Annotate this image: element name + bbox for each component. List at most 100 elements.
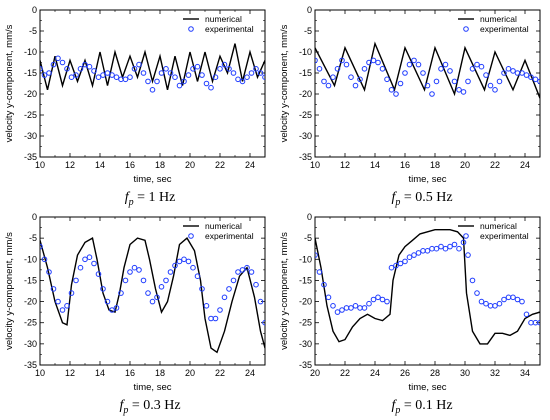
legend-label: numerical	[205, 221, 242, 231]
series-point-experimental	[82, 61, 88, 68]
series-point-experimental	[239, 78, 246, 85]
series-point-experimental	[487, 303, 494, 309]
legend-label: numerical	[480, 14, 517, 24]
series-point-experimental	[510, 68, 516, 74]
caption-value: = 0.5 Hz	[400, 190, 453, 205]
series-point-experimental	[330, 74, 336, 80]
y-axis-label: velocity y-component, mm/s	[279, 232, 290, 350]
x-tick-label: 22	[340, 368, 350, 378]
series-point-experimental	[46, 70, 52, 76]
series-point-experimental	[122, 76, 129, 83]
y-tick-label: -15	[299, 275, 312, 285]
series-point-experimental	[406, 61, 413, 68]
series-point-experimental	[181, 256, 187, 263]
series-point-experimental	[262, 319, 265, 326]
series-point-experimental	[474, 61, 480, 68]
series-point-experimental	[158, 284, 165, 290]
series-line-numerical	[315, 228, 540, 345]
y-tick-label: -25	[24, 110, 37, 120]
x-tick-label: 20	[185, 368, 195, 378]
series-point-experimental	[492, 303, 498, 309]
series-point-experimental	[50, 61, 57, 68]
series-point-experimental	[352, 82, 359, 89]
series-point-experimental	[230, 70, 237, 76]
series-point-experimental	[433, 78, 440, 85]
series-point-experimental	[86, 254, 93, 261]
series-point-experimental	[465, 78, 471, 85]
series-point-experimental	[248, 269, 255, 275]
series-point-experimental	[424, 82, 431, 89]
x-tick-label: 24	[370, 368, 380, 378]
series-point-experimental	[370, 57, 377, 64]
series-point-experimental	[235, 269, 241, 275]
series-point-experimental	[361, 305, 368, 311]
x-axis-label: time, sec	[408, 174, 446, 185]
series-point-experimental	[55, 55, 61, 62]
series-point-experimental	[528, 319, 534, 326]
caption-subscript: p	[128, 196, 134, 208]
series-point-experimental	[86, 63, 93, 70]
caption-panel-4: fp = 0.1 Hz	[391, 398, 452, 416]
series-point-experimental	[492, 87, 498, 93]
series-point-experimental	[366, 300, 372, 307]
caption-subscript: p	[123, 404, 129, 416]
series-point-experimental	[136, 267, 142, 273]
series-point-experimental	[393, 91, 399, 97]
series-point-experimental	[82, 256, 88, 263]
x-tick-label: 34	[520, 368, 530, 378]
x-tick-label: 20	[185, 160, 195, 170]
series-point-experimental	[483, 72, 489, 78]
series-point-experimental	[415, 250, 422, 256]
x-tick-label: 10	[310, 160, 320, 170]
caption-subscript: p	[395, 196, 401, 208]
series-point-experimental	[55, 298, 61, 305]
series-point-experimental	[330, 303, 336, 309]
y-tick-label: 0	[307, 5, 312, 15]
series-point-experimental	[158, 70, 165, 76]
series-point-experimental	[483, 300, 489, 307]
series-point-experimental	[315, 252, 318, 258]
series-point-experimental	[402, 70, 408, 76]
series-point-experimental	[217, 66, 223, 72]
x-tick-label: 16	[125, 160, 135, 170]
y-tick-label: -10	[299, 254, 312, 264]
series-point-experimental	[469, 277, 476, 284]
series-point-experimental	[469, 66, 476, 72]
y-tick-label: -15	[299, 68, 312, 78]
series-point-experimental	[46, 269, 52, 275]
series-point-experimental	[118, 290, 124, 296]
y-tick-label: -35	[24, 360, 37, 370]
series-point-experimental	[212, 315, 219, 322]
series-point-experimental	[176, 82, 183, 89]
series-point-experimental	[510, 294, 516, 301]
series-point-experimental	[402, 258, 408, 265]
series-point-experimental	[167, 269, 174, 275]
y-tick-label: -25	[299, 110, 312, 120]
series-point-experimental	[248, 70, 255, 76]
legend-label: numerical	[480, 221, 517, 231]
caption-subscript: p	[395, 404, 401, 416]
series-point-experimental	[127, 74, 133, 80]
x-tick-label: 24	[245, 368, 255, 378]
series-point-experimental	[357, 76, 363, 83]
series-point-experimental	[203, 80, 210, 87]
series-point-experimental	[321, 78, 327, 85]
series-point-experimental	[388, 264, 395, 271]
series-point-experimental	[127, 269, 133, 275]
series-point-experimental	[442, 245, 449, 252]
series-point-experimental	[514, 296, 521, 303]
series-point-experimental	[442, 61, 449, 68]
caption-panel-2: fp = 0.5 Hz	[391, 190, 452, 208]
series-point-experimental	[104, 70, 111, 76]
series-point-experimental	[501, 70, 507, 76]
series-point-experimental	[519, 70, 525, 76]
series-point-experimental	[379, 66, 386, 72]
x-axis-label: time, sec	[133, 174, 171, 185]
series-point-experimental	[334, 66, 341, 72]
y-axis-label: velocity y-component, mm/s	[4, 24, 15, 142]
legend-swatch-marker	[463, 233, 469, 239]
series-point-experimental	[537, 78, 540, 85]
series-point-experimental	[163, 66, 169, 72]
legend-label: experimental	[205, 231, 254, 241]
